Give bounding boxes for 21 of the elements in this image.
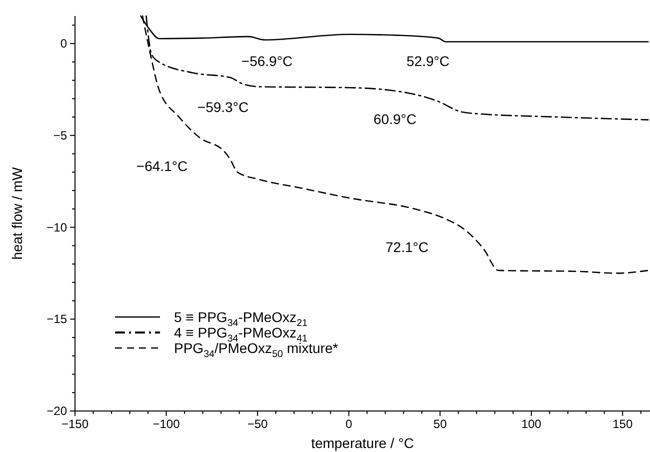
x-tick-label: −100 — [152, 417, 180, 431]
x-tick-label: 150 — [612, 417, 633, 431]
x-axis-title: temperature / °C — [311, 435, 414, 451]
x-tick-label: −50 — [247, 417, 268, 431]
annotation: −59.3°C — [197, 99, 249, 115]
y-tick-label: −15 — [46, 312, 68, 326]
y-tick-label: −20 — [46, 404, 68, 418]
x-tick-label: 50 — [433, 417, 448, 431]
y-tick-label: 0 — [60, 36, 68, 51]
x-tick-label: 100 — [521, 417, 542, 431]
y-tick-label: −10 — [46, 220, 68, 234]
legend-label: 5 ≡ PPG$_{34}$-PMeOxz$_{21}$ — [174, 309, 308, 329]
annotation: 72.1°C — [386, 239, 428, 255]
y-tick-label: −5 — [53, 128, 68, 142]
annotation: 60.9°C — [374, 111, 416, 127]
y-axis-title: heat flow / mW — [9, 166, 25, 260]
x-tick-label: −150 — [61, 417, 89, 431]
x-tick-label: 0 — [345, 417, 352, 431]
annotation: −64.1°C — [136, 158, 188, 174]
annotation: 52.9°C — [406, 53, 450, 69]
annotation: −56.9°C — [241, 53, 293, 69]
